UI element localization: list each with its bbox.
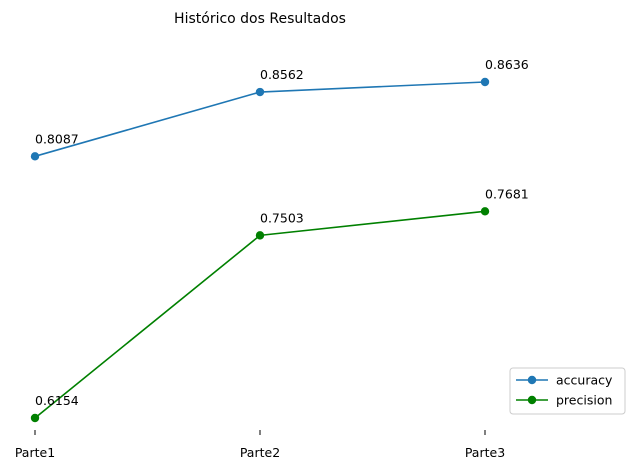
legend-label-accuracy: accuracy <box>556 373 613 388</box>
data-point-accuracy-2 <box>255 87 265 97</box>
series-line-precision <box>34 210 486 419</box>
legend-marker-precision <box>527 395 537 405</box>
series-precision: 0.6154 0.7503 0.7681 <box>30 186 529 423</box>
x-tick-label-1: Parte1 <box>15 445 55 460</box>
data-label-precision-3: 0.7681 <box>485 186 529 201</box>
legend-item-precision: precision <box>516 393 612 408</box>
data-label-accuracy-2: 0.8562 <box>260 67 304 82</box>
data-label-precision-1: 0.6154 <box>35 393 79 408</box>
data-label-accuracy-3: 0.8636 <box>485 57 529 72</box>
data-point-precision-1 <box>30 413 40 423</box>
x-tick-label-2: Parte2 <box>240 445 280 460</box>
legend: accuracy precision <box>509 367 626 415</box>
data-point-accuracy-1 <box>30 152 40 161</box>
x-tick-label-3: Parte3 <box>465 445 505 460</box>
data-point-precision-3 <box>480 207 490 216</box>
chart-title: Histórico dos Resultados <box>174 11 346 27</box>
series-accuracy: 0.8087 0.8562 0.8636 <box>30 57 529 161</box>
legend-item-accuracy: accuracy <box>516 373 613 388</box>
data-label-accuracy-1: 0.8087 <box>35 131 79 146</box>
legend-label-precision: precision <box>556 393 612 408</box>
data-point-precision-2 <box>255 231 265 240</box>
data-label-precision-2: 0.7503 <box>260 210 304 225</box>
x-axis: Parte1 Parte2 Parte3 <box>15 430 505 460</box>
series-layer: 0.8087 0.8562 0.8636 0.6154 0.7503 0.7681 <box>30 57 529 423</box>
legend-marker-accuracy <box>527 375 537 385</box>
data-point-accuracy-3 <box>480 77 490 87</box>
